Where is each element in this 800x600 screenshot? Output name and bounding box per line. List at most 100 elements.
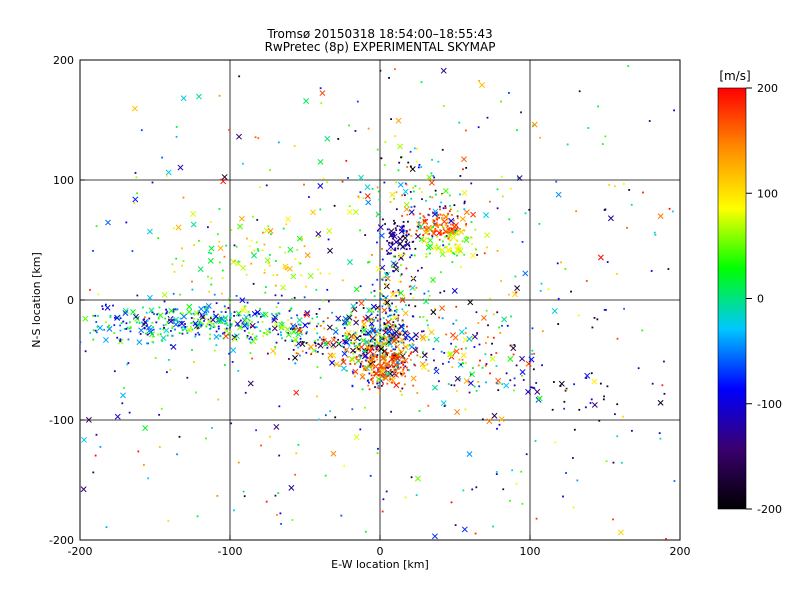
point-dot [143,318,145,321]
point-dot [420,266,423,269]
point-dot [414,247,417,250]
point-dot [173,270,176,273]
point-dot [530,386,533,389]
point-dot [444,205,447,208]
point-dot [169,368,172,371]
point-dot [376,314,379,317]
point-dot [395,311,398,313]
point-dot [663,360,665,363]
point-dot [79,341,82,344]
point-dot [217,398,220,401]
point-dot [400,156,402,159]
point-dot [397,314,400,317]
point-dot [209,327,211,330]
point-dot [151,181,154,184]
point-dot [157,317,160,320]
point-dot [559,385,562,387]
point-dot [560,261,562,264]
point-dot [496,188,499,191]
point-dot [348,124,351,127]
point-dot [318,336,321,339]
point-cross [240,307,246,314]
point-cross [342,319,349,326]
point-dot [178,322,181,325]
point-dot [513,377,516,380]
point-dot [590,398,593,401]
point-dot [280,294,283,297]
point-dot [195,391,198,394]
point-dot [585,280,588,282]
point-dot [146,333,149,336]
point-dot [386,228,389,231]
point-dot [449,220,452,223]
point-dot [138,322,141,324]
point-cross [213,313,219,320]
point-dot [136,192,139,195]
point-dot [217,325,220,328]
point-dot [377,369,379,371]
point-dot [369,365,372,368]
point-dot [237,461,240,464]
point-dot [125,322,128,325]
point-cross [327,352,334,359]
point-dot [142,306,144,309]
point-cross [432,384,438,391]
point-dot [410,197,413,200]
point-dot [450,342,453,345]
point-dot [181,328,184,331]
point-dot [299,326,301,329]
point-dot [289,328,292,330]
point-dot [401,319,404,322]
point-dot [385,326,388,329]
point-cross [491,412,498,419]
point-dot [464,331,467,334]
point-cross [335,315,342,322]
point-dot [181,332,184,335]
point-dot [357,354,360,357]
point-dot [370,346,373,349]
point-dot [578,408,581,411]
point-dot [157,333,159,336]
point-dot [205,325,208,328]
point-dot [266,333,269,336]
point-dot [190,312,193,315]
point-dot [346,335,349,338]
point-dot [163,300,166,303]
point-dot [230,323,233,325]
point-dot [423,216,426,219]
point-cross [131,105,138,112]
point-dot [555,180,558,183]
point-dot [478,343,481,346]
point-cross [510,345,517,352]
point-cross [231,336,238,343]
point-dot [410,476,413,479]
point-dot [418,164,421,166]
point-dot [421,191,423,193]
point-dot [397,247,399,250]
point-dot [278,454,281,457]
point-dot [137,450,140,453]
point-dot [104,303,107,306]
point-dot [433,220,436,222]
point-dot [453,384,456,387]
point-dot [367,384,370,387]
point-dot [171,327,174,330]
point-dot [396,327,399,330]
point-dot [449,204,451,207]
point-dot [449,223,452,226]
point-dot [290,339,293,342]
point-dot [191,288,194,291]
point-dot [442,105,445,107]
point-cross [122,307,129,314]
point-dot [229,330,232,333]
point-dot [270,312,273,315]
point-dot [148,317,151,320]
point-dot [210,316,212,318]
point-cross [402,310,409,317]
point-dot [384,273,387,275]
point-dot [292,348,295,351]
point-dot [101,308,104,310]
point-dot [92,338,95,341]
point-dot [432,219,435,222]
